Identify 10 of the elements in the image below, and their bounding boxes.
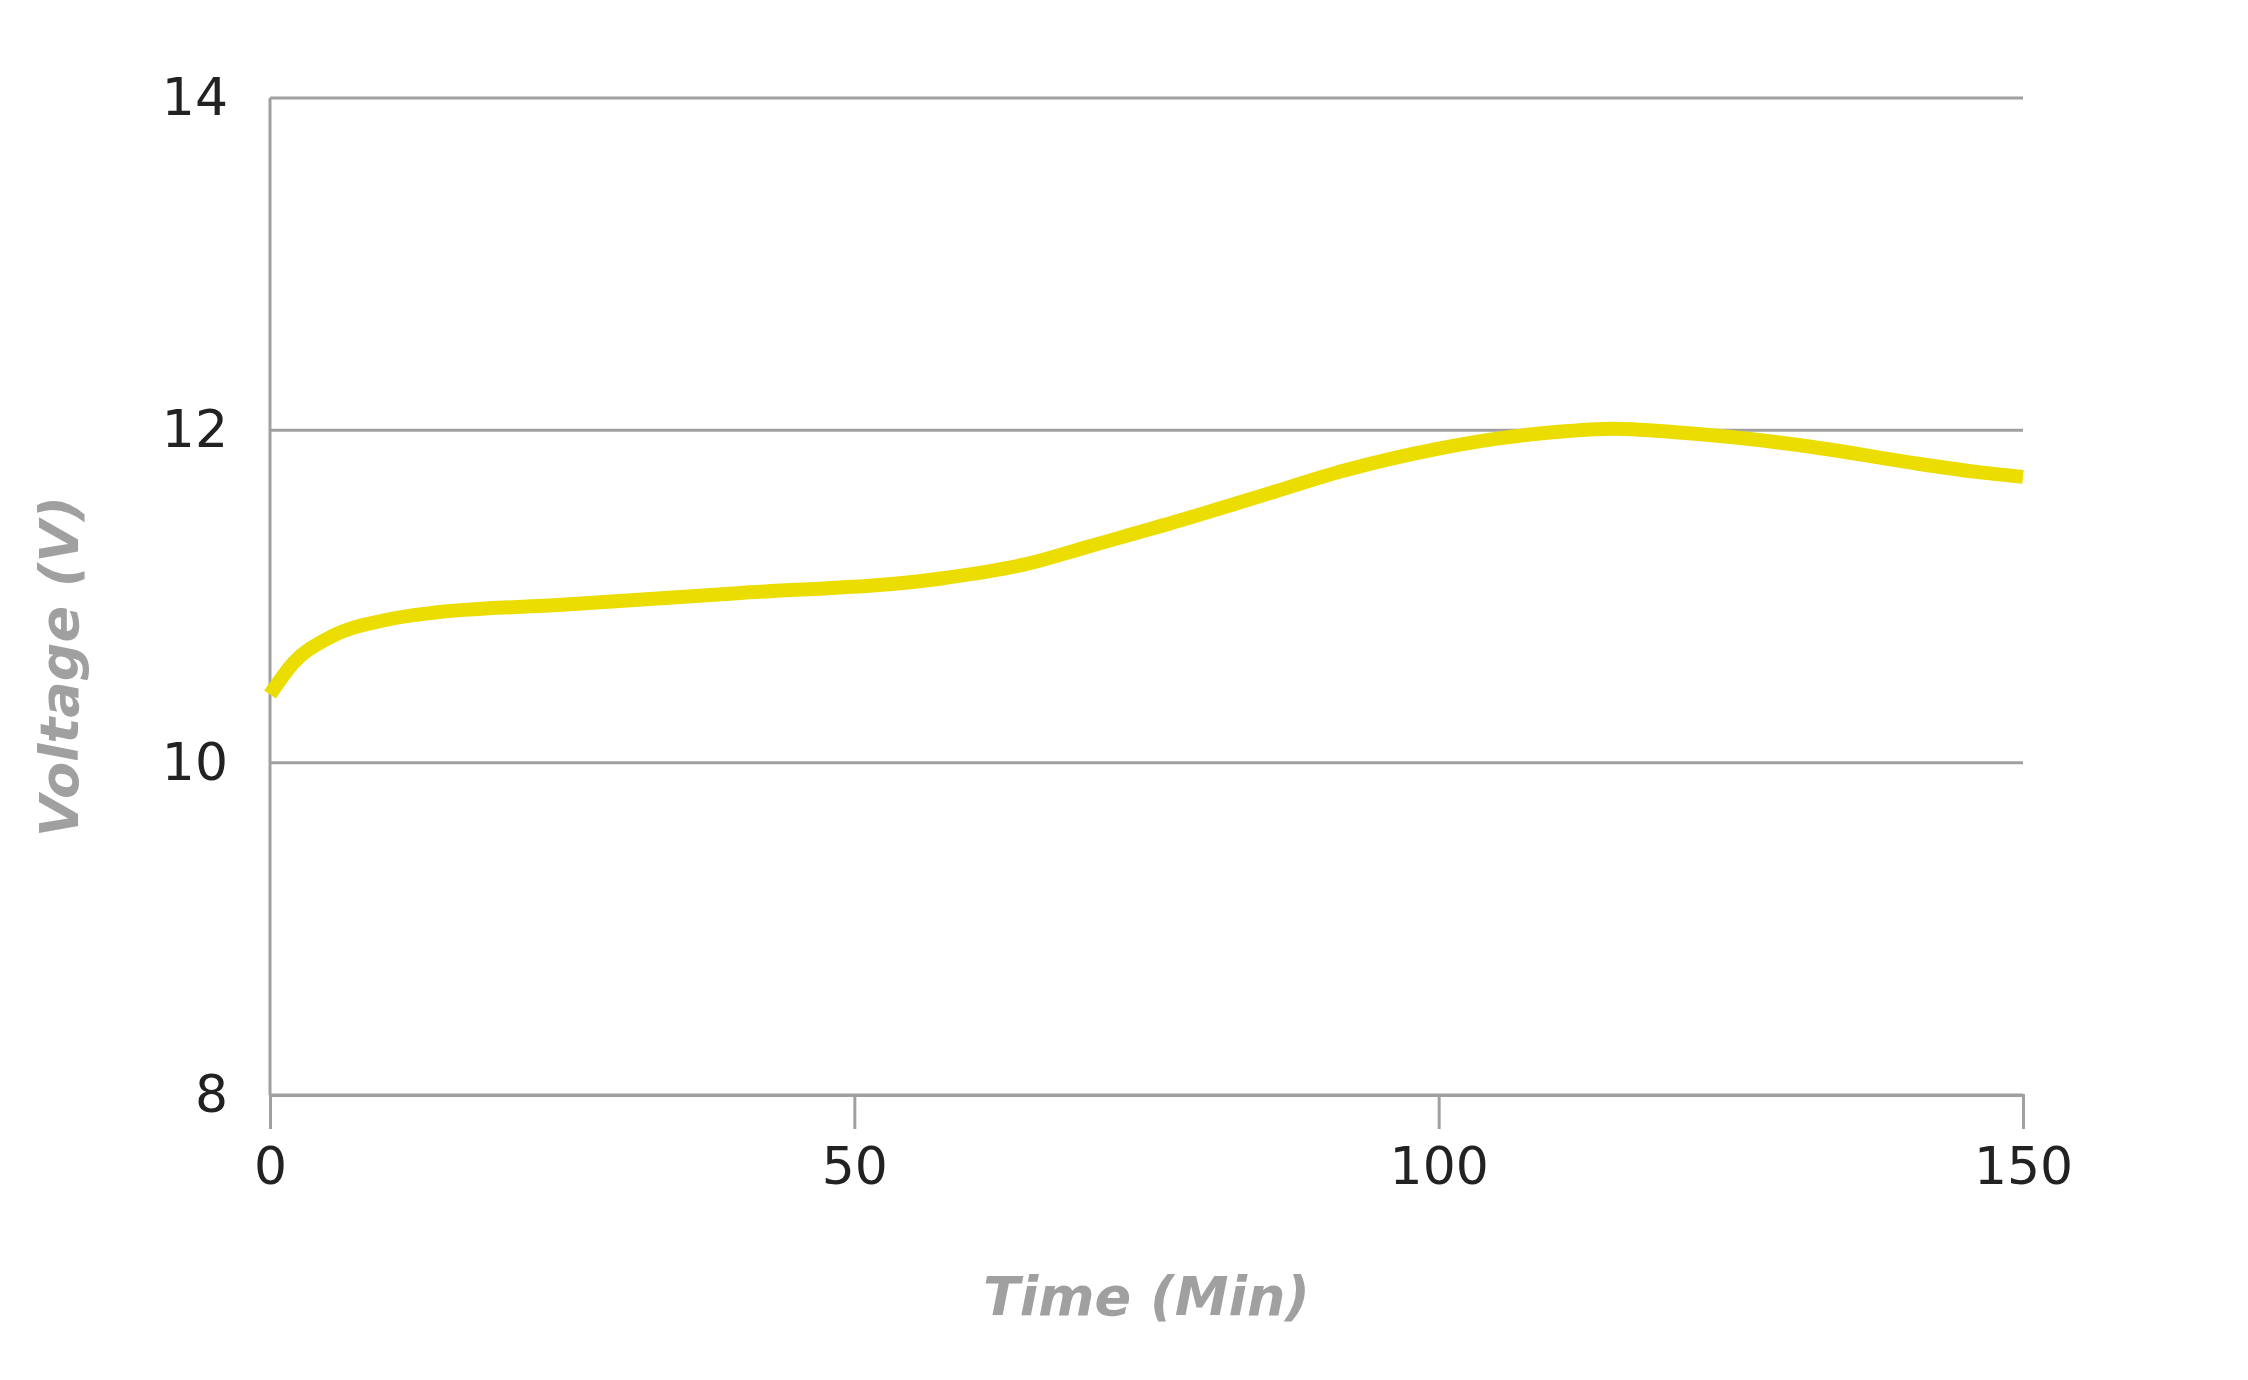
x-tick-label: 50: [821, 1135, 888, 1196]
y-tick-label: 12: [161, 399, 228, 460]
x-tick-label: 0: [253, 1135, 288, 1196]
y-axis-title: Voltage (V): [28, 496, 91, 837]
x-tick-label: 100: [1389, 1135, 1489, 1196]
x-tick-label: 150: [1973, 1135, 2074, 1196]
y-tick-label: 8: [194, 1064, 228, 1125]
y-tick-label: 14: [161, 67, 228, 128]
y-tick-label: 10: [161, 731, 228, 792]
x-axis-title: Time (Min): [982, 1265, 1311, 1328]
